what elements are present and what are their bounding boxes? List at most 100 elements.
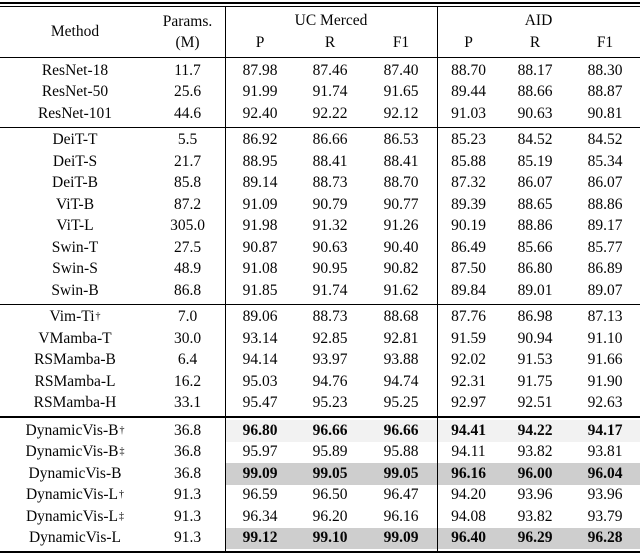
header-uc-p: P <box>255 34 265 51</box>
metric-cell: 91.32 <box>312 217 348 235</box>
metric-cell: 85.66 <box>517 238 553 256</box>
metric-cell: 90.79 <box>312 195 348 213</box>
table-row: Vim-Ti † 7.0 89.06 88.73 88.68 87.76 86.98 87.13 <box>0 307 640 329</box>
metric-cell: 94.22 <box>500 420 570 442</box>
metric-cell: 90.82 <box>383 260 419 278</box>
table-block: DynamicVis-B † 36.8 96.80 96.66 96.66 94.41 94.… <box>0 418 640 551</box>
table-row: ResNet-50 25.6 91.99 91.74 91.65 89.44 88.66 88… <box>0 82 640 104</box>
metric-cell: 92.81 <box>383 329 419 347</box>
params-cell: 6.4 <box>177 351 198 369</box>
table-row: ViT-L 305.0 91.98 91.32 91.26 90.19 88.86 89.17 <box>0 216 640 238</box>
metric-cell: 88.41 <box>312 152 348 170</box>
metric-cell: 94.20 <box>451 486 486 504</box>
table-body: ResNet-18 11.7 87.98 87.46 87.40 88.70 88.17 88… <box>0 58 640 551</box>
table-row: DynamicVis-B † 36.8 96.80 96.66 96.66 94.41 94.… <box>0 420 640 442</box>
metric-cell: 93.96 <box>587 486 623 504</box>
table-row: Swin-S 48.9 91.08 90.95 90.82 87.50 86.80 86.89 <box>0 259 640 281</box>
metric-cell: 88.73 <box>312 174 348 192</box>
params-cell: 36.8 <box>173 421 202 439</box>
method-cell: VMamba-T <box>38 329 112 347</box>
metric-cell: 93.88 <box>383 351 419 369</box>
metric-cell: 91.74 <box>312 83 348 101</box>
metric-cell: 84.52 <box>587 131 623 149</box>
metric-cell: 86.07 <box>517 174 553 192</box>
table-row: DynamicVis-L † 91.3 96.59 96.50 96.47 94.20 93.… <box>0 485 640 507</box>
method-cell: ResNet-101 <box>37 104 113 122</box>
metric-cell: 89.17 <box>587 217 623 235</box>
metric-cell: 88.30 <box>587 61 623 79</box>
method-cell: DynamicVis-B <box>28 464 122 482</box>
metric-cell: 88.87 <box>587 83 623 101</box>
metric-cell: 88.41 <box>383 152 419 170</box>
params-cell: 5.5 <box>177 131 198 149</box>
metric-cell: 91.75 <box>517 372 553 390</box>
metric-cell: 91.53 <box>517 351 553 369</box>
table-block: Vim-Ti † 7.0 89.06 88.73 88.68 87.76 86.98 87.13… <box>0 305 640 418</box>
metric-cell: 96.80 <box>225 420 295 442</box>
header-params: Params. (M) <box>150 10 225 54</box>
method-cell: RSMamba-H <box>33 394 117 412</box>
metric-cell: 96.47 <box>383 486 419 504</box>
method-cell: RSMamba-B <box>34 351 116 369</box>
table-row: DynamicVis-B ‡ 36.8 95.97 95.89 95.88 94.11 93.… <box>0 442 640 464</box>
metric-cell: 94.41 <box>437 420 500 442</box>
metric-cell: 99.09 <box>365 527 437 549</box>
method-cell: Swin-S <box>52 260 98 278</box>
metric-cell: 96.16 <box>437 463 500 485</box>
metric-cell: 88.68 <box>383 308 419 326</box>
metric-cell: 91.90 <box>587 372 623 390</box>
metric-cell: 86.66 <box>312 131 348 149</box>
vertical-rule-params-ucmerced <box>225 7 226 553</box>
metric-cell: 87.13 <box>587 308 623 326</box>
metric-cell: 85.19 <box>517 152 553 170</box>
metric-cell: 88.66 <box>517 83 553 101</box>
table-row: RSMamba-B 6.4 94.14 93.97 93.88 92.02 91.53 91.… <box>0 350 640 372</box>
method-cell: DynamicVis-L ‡ <box>25 507 125 525</box>
metric-cell: 91.03 <box>451 104 486 122</box>
params-cell: 33.1 <box>173 394 202 412</box>
metric-cell: 88.95 <box>242 152 278 170</box>
metric-cell: 90.95 <box>312 260 348 278</box>
table-row: DeiT-S 21.7 88.95 88.41 88.41 85.88 85.19 85.34 <box>0 151 640 173</box>
params-cell: 27.5 <box>173 238 202 256</box>
metric-cell: 96.66 <box>365 420 437 442</box>
metric-cell: 87.40 <box>383 61 419 79</box>
table-row: RSMamba-H 33.1 95.47 95.23 95.25 92.97 92.51 92… <box>0 393 640 415</box>
metric-cell: 92.51 <box>517 394 553 412</box>
params-cell: 85.8 <box>173 174 202 192</box>
metric-cell: 99.10 <box>295 527 365 549</box>
table-row: VMamba-T 30.0 93.14 92.85 92.81 91.59 90.94 91.… <box>0 328 640 350</box>
metric-cell: 91.10 <box>587 329 623 347</box>
metric-cell: 96.20 <box>312 507 348 525</box>
metric-cell: 84.52 <box>517 131 553 149</box>
metric-cell: 87.98 <box>242 61 278 79</box>
metric-cell: 90.94 <box>517 329 553 347</box>
metric-cell: 92.85 <box>312 329 348 347</box>
metric-cell: 92.22 <box>312 104 348 122</box>
table-row: Swin-B 86.8 91.85 91.74 91.62 89.84 89.01 89.07 <box>0 280 640 302</box>
params-cell: 11.7 <box>174 61 201 79</box>
params-cell: 87.2 <box>173 195 202 213</box>
metric-cell: 89.84 <box>451 281 486 299</box>
metric-cell: 92.12 <box>383 104 419 122</box>
metric-cell: 86.80 <box>517 260 553 278</box>
params-cell: 36.8 <box>173 443 202 461</box>
header-aid-p: P <box>464 34 473 51</box>
metric-cell: 95.47 <box>242 394 278 412</box>
params-cell: 86.8 <box>173 281 202 299</box>
method-cell: ViT-B <box>55 195 95 213</box>
metric-cell: 93.79 <box>587 507 623 525</box>
params-cell: 16.2 <box>173 372 202 390</box>
table-row: ViT-B 87.2 91.09 90.79 90.77 89.39 88.65 88.86 <box>0 194 640 216</box>
metric-cell: 92.31 <box>451 372 486 390</box>
metric-cell: 92.97 <box>451 394 486 412</box>
table-bottom-rule <box>0 551 640 553</box>
metric-cell: 94.08 <box>451 507 486 525</box>
metric-cell: 96.28 <box>570 527 640 549</box>
table-row: ResNet-18 11.7 87.98 87.46 87.40 88.70 88.17 88… <box>0 60 640 82</box>
metric-cell: 85.23 <box>451 131 486 149</box>
params-cell: 7.0 <box>177 308 198 326</box>
metric-cell: 88.86 <box>587 195 623 213</box>
metric-cell: 93.97 <box>312 351 348 369</box>
table-row: DeiT-T 5.5 86.92 86.66 86.53 85.23 84.52 84.52 <box>0 130 640 152</box>
